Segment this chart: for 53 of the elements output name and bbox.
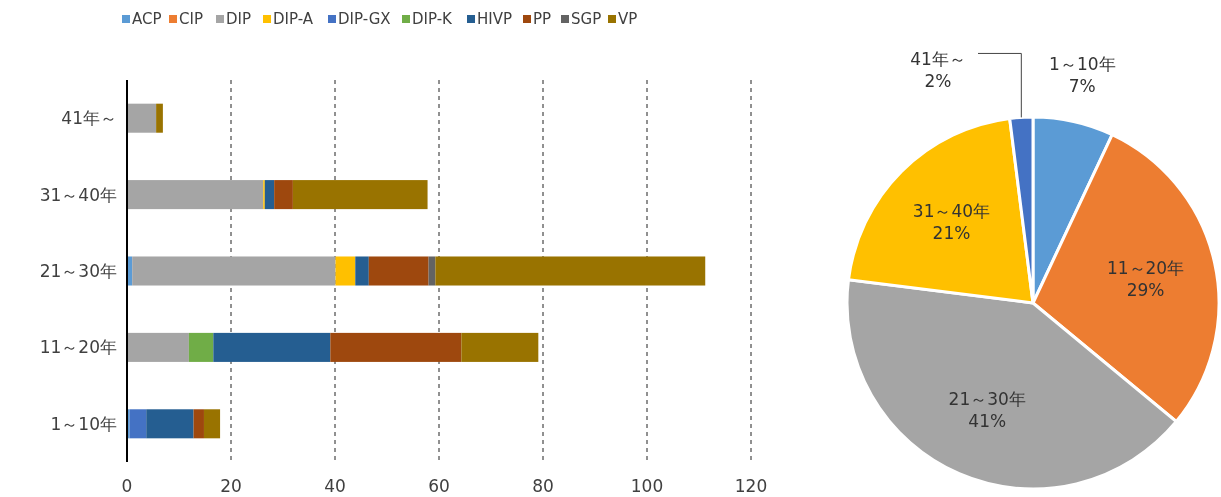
slice-label: 21～30年 xyxy=(948,388,1026,409)
x-tick-label: 40 xyxy=(324,476,346,496)
legend-label: DIP-K xyxy=(412,9,454,28)
bar xyxy=(127,180,264,210)
bar xyxy=(213,332,331,362)
legend-label: PP xyxy=(533,9,552,28)
legend-label: HIVP xyxy=(477,9,513,28)
bar xyxy=(156,103,163,133)
bar xyxy=(127,103,157,133)
legend-label: SGP xyxy=(571,9,602,28)
bar xyxy=(193,409,204,439)
slice-label: 11～20年 xyxy=(1106,257,1185,278)
legend-label: DIP xyxy=(226,9,252,28)
bar xyxy=(330,332,462,362)
y-tick-label: 1～10年 xyxy=(50,413,117,434)
data-label: 41% xyxy=(968,410,1007,431)
x-tick-label: 20 xyxy=(220,476,242,496)
bar xyxy=(292,180,428,210)
data-label: 2% xyxy=(924,71,952,92)
slice-label: 31～40年 xyxy=(912,201,991,222)
data-label: 29% xyxy=(1126,279,1165,300)
x-tick-label: 60 xyxy=(428,476,450,496)
bar xyxy=(428,256,436,286)
legend-label: CIP xyxy=(179,9,203,28)
x-tick-label: 120 xyxy=(734,476,768,496)
data-label: 7% xyxy=(1068,76,1096,97)
slice-label: 41年～ xyxy=(910,49,966,70)
legend-label: DIP-A xyxy=(273,9,314,28)
y-tick-label: 11～20年 xyxy=(39,337,117,358)
data-label: 21% xyxy=(932,223,971,244)
bar xyxy=(127,332,189,362)
y-tick-label: 41年～ xyxy=(61,108,117,129)
bar xyxy=(435,256,706,286)
bar xyxy=(274,180,293,210)
bar xyxy=(129,409,147,439)
bar xyxy=(203,409,221,439)
bar xyxy=(461,332,539,362)
bar xyxy=(264,180,275,210)
bar xyxy=(355,256,369,286)
legend-label: ACP xyxy=(132,9,162,28)
y-tick-label: 31～40年 xyxy=(39,184,117,205)
legend-label: VP xyxy=(618,9,638,28)
x-tick-label: 80 xyxy=(532,476,554,496)
slice-label: 1～10年 xyxy=(1049,54,1116,75)
bar xyxy=(132,256,336,286)
legend-label: DIP-GX xyxy=(338,9,391,28)
x-tick-label: 0 xyxy=(121,476,133,496)
x-tick-label: 100 xyxy=(630,476,664,496)
bar xyxy=(335,256,356,286)
y-tick-label: 21～30年 xyxy=(39,261,117,281)
bar xyxy=(368,256,429,286)
bar xyxy=(146,409,194,439)
bar xyxy=(188,332,214,362)
